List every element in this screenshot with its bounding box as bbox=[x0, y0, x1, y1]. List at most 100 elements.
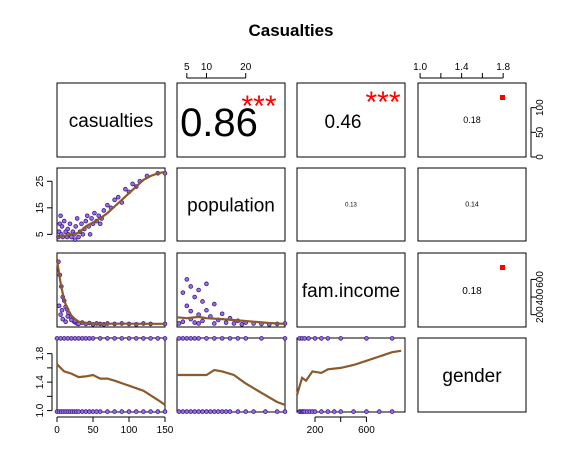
population-famincome-point-21 bbox=[231, 321, 237, 326]
variable-label-population: population bbox=[187, 196, 275, 217]
y-casualties-right-tick-label-0: 0 bbox=[535, 154, 546, 160]
population-gender-g1-point-13 bbox=[227, 409, 233, 414]
population-gender-g1-point-8 bbox=[208, 409, 213, 414]
x-population-top-tick-label-0: 5 bbox=[184, 62, 190, 73]
smooth-line-population-famincome bbox=[176, 315, 286, 325]
famincome-gender-g1-point-12 bbox=[338, 409, 344, 414]
red-marker-casualties-gender bbox=[500, 95, 505, 100]
x-population-top-tick-label-2: 20 bbox=[240, 62, 252, 73]
casualties-population-point-16 bbox=[72, 237, 78, 242]
y-casualties-right-tick-label-1: 50 bbox=[535, 126, 546, 138]
population-gender-g1-point-2 bbox=[184, 409, 190, 414]
casualties-population-point-32 bbox=[96, 213, 102, 219]
famincome-gender-g2-point-9 bbox=[389, 336, 395, 341]
casualties-gender-g1-point-20 bbox=[126, 409, 132, 414]
panel-r4-c4 bbox=[417, 337, 527, 413]
famincome-gender-g2-point-4 bbox=[312, 336, 318, 341]
casualties-famincome-point-37 bbox=[59, 307, 65, 313]
population-gender-g2-point-13 bbox=[282, 336, 288, 341]
population-gender-g2-point-6 bbox=[204, 336, 209, 341]
population-gender-g2-point-7 bbox=[212, 336, 217, 341]
population-gender-g2-point-1 bbox=[180, 336, 186, 341]
casualties-famincome-point-33 bbox=[65, 314, 71, 319]
population-gender-g1-point-7 bbox=[204, 409, 209, 414]
red-marker-famincome-gender bbox=[500, 265, 505, 270]
chart-title: Casualties bbox=[248, 21, 333, 40]
population-famincome-point-2 bbox=[184, 303, 190, 309]
casualties-gender-g1-point-24 bbox=[155, 409, 161, 414]
panel-r1-c1 bbox=[56, 82, 166, 158]
x-casualties-tick-label-1: 50 bbox=[87, 425, 99, 436]
casualties-gender-g2-point-14 bbox=[119, 336, 125, 341]
panel-r2-c3 bbox=[296, 167, 406, 242]
casualties-population-point-5 bbox=[59, 224, 65, 229]
casualties-population-point-35 bbox=[101, 208, 107, 213]
population-famincome-point-0 bbox=[176, 321, 182, 326]
casualties-gender-g2-point-18 bbox=[148, 336, 153, 341]
population-gender-g2-point-8 bbox=[219, 336, 225, 341]
famincome-gender-g1-point-13 bbox=[351, 409, 356, 414]
casualties-gender-g2-point-17 bbox=[141, 336, 146, 341]
correlation-population-gender: 0.14 bbox=[465, 202, 479, 209]
famincome-gender-g2-point-6 bbox=[325, 336, 331, 341]
casualties-population-point-12 bbox=[67, 221, 73, 227]
famincome-gender-g1-point-15 bbox=[376, 409, 382, 414]
casualties-famincome-point-30 bbox=[58, 312, 63, 317]
smooth-line-casualties-gender bbox=[56, 363, 166, 406]
population-famincome-point-1 bbox=[180, 319, 186, 325]
panel-r1-c3 bbox=[296, 82, 406, 158]
y-famincome-right-tick-label-1: 400 bbox=[535, 288, 546, 305]
population-famincome-point-19 bbox=[223, 320, 229, 325]
x-casualties-tick-label-3: 150 bbox=[157, 425, 174, 436]
casualties-population-point-3 bbox=[58, 213, 63, 219]
population-famincome-point-23 bbox=[239, 322, 245, 327]
population-famincome-point-11 bbox=[200, 299, 205, 304]
casualties-population-point-28 bbox=[89, 216, 94, 221]
panel-r2-c1 bbox=[56, 167, 166, 242]
smooth-line-population-gender bbox=[177, 368, 286, 406]
population-gender-g1-point-4 bbox=[192, 409, 197, 414]
casualties-gender-g2-point-19 bbox=[155, 336, 161, 341]
casualties-population-point-36 bbox=[105, 202, 110, 208]
population-gender-g2-point-5 bbox=[196, 336, 201, 341]
population-gender-g1-point-11 bbox=[219, 409, 225, 414]
smooth-line-casualties-population bbox=[56, 170, 166, 239]
famincome-gender-g1-point-14 bbox=[364, 409, 369, 414]
population-gender-g2-point-12 bbox=[259, 336, 264, 341]
population-gender-g1-point-15 bbox=[243, 409, 249, 414]
variable-label-casualties: casualties bbox=[69, 111, 154, 132]
casualties-population-point-25 bbox=[84, 213, 90, 219]
population-famincome-point-9 bbox=[196, 321, 201, 326]
population-famincome-point-4 bbox=[188, 308, 194, 314]
casualties-population-point-41 bbox=[123, 186, 128, 192]
famincome-gender-g1-point-9 bbox=[319, 409, 324, 414]
correlation-casualties-population: 0.86 bbox=[180, 101, 258, 145]
panel-r3-c2 bbox=[176, 252, 286, 328]
famincome-gender-g1-point-11 bbox=[331, 409, 337, 414]
significance-stars-casualties-fam-income: *** bbox=[365, 86, 400, 119]
casualties-gender-g2-point-15 bbox=[126, 336, 132, 341]
smooth-line-casualties-famincome bbox=[55, 259, 165, 325]
population-gender-g1-point-17 bbox=[263, 409, 268, 414]
x-famincome-tick-label-0: 200 bbox=[307, 425, 324, 436]
population-famincome-point-16 bbox=[212, 301, 217, 307]
panel-r3-c4 bbox=[417, 252, 527, 328]
casualties-population-point-17 bbox=[73, 224, 79, 229]
population-gender-g1-point-16 bbox=[251, 409, 256, 414]
casualties-population-point-43 bbox=[130, 181, 135, 187]
casualties-gender-g1-point-23 bbox=[148, 409, 153, 414]
casualties-population-point-10 bbox=[65, 226, 71, 232]
casualties-gender-g1-point-25 bbox=[162, 409, 168, 414]
casualties-population-point-18 bbox=[74, 216, 80, 221]
famincome-gender-g1-point-10 bbox=[325, 409, 331, 414]
casualties-famincome-point-36 bbox=[56, 303, 62, 309]
population-gender-g2-point-3 bbox=[188, 336, 194, 341]
correlation-population-fam-income: 0.13 bbox=[345, 203, 357, 209]
population-gender-g2-point-4 bbox=[192, 336, 197, 341]
variable-label-fam-income: fam.income bbox=[302, 281, 400, 302]
panel-r1-c4 bbox=[417, 82, 527, 158]
x-famincome-tick-label-2: 600 bbox=[358, 425, 375, 436]
population-famincome-point-18 bbox=[219, 311, 225, 317]
famincome-gender-g1-point-16 bbox=[389, 409, 395, 414]
